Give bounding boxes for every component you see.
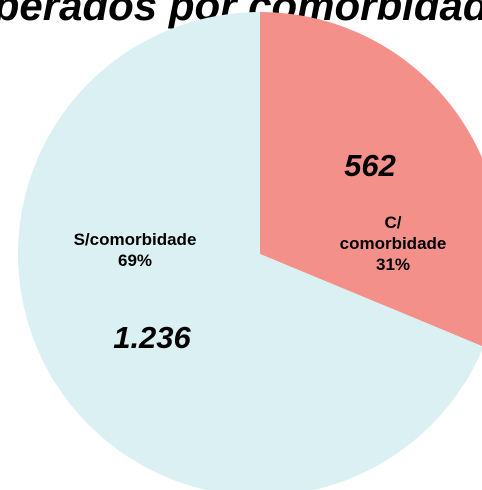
- slice-percentage: 31%: [375, 255, 411, 274]
- pie-slice: [260, 12, 482, 347]
- slice-label: C/ comorbidade: [339, 213, 447, 253]
- pie-slice: [18, 12, 482, 490]
- slice-percentage: 69%: [117, 251, 153, 270]
- slice-label: S/comorbidade: [73, 230, 197, 249]
- slice-value: 562: [344, 148, 396, 183]
- slice-value: 1.236: [113, 320, 191, 355]
